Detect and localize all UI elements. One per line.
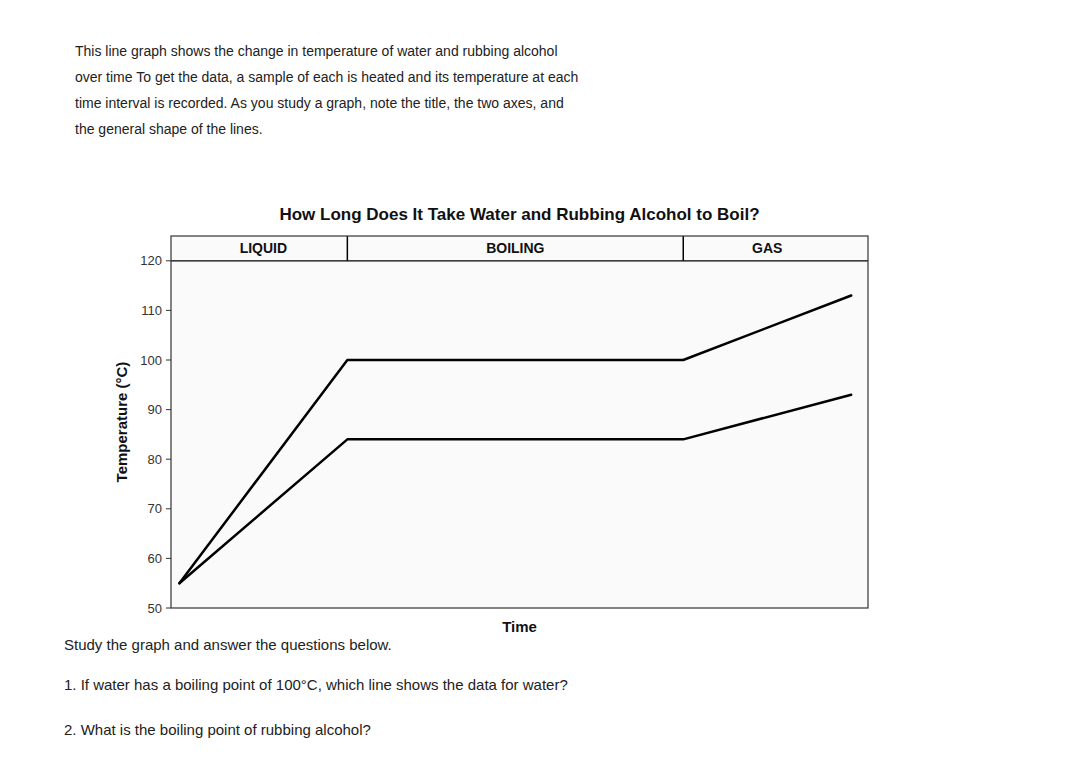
y-tick-label: 120 <box>140 253 162 268</box>
description-line: time interval is recorded. As you study … <box>75 95 564 111</box>
y-tick-label: 70 <box>148 501 162 516</box>
note-line: Study the graph and answer the questions… <box>64 636 392 653</box>
description-line: This line graph shows the change in temp… <box>75 43 558 59</box>
y-tick <box>166 459 171 460</box>
y-tick <box>166 508 171 509</box>
y-tick <box>166 310 171 311</box>
y-tick-label: 100 <box>140 353 162 368</box>
x-axis-label: Time <box>502 618 537 635</box>
series-line <box>179 296 851 584</box>
plot-marks <box>171 236 868 583</box>
description-line: the general shape of the lines. <box>75 121 263 137</box>
y-tick-label: 50 <box>148 601 162 616</box>
y-tick <box>166 558 171 559</box>
note-line: 2. What is the boiling point of rubbing … <box>64 721 371 738</box>
plot-area <box>171 236 868 608</box>
plot-frame <box>171 236 868 608</box>
note-line: 1. If water has a boiling point of 100°C… <box>64 676 568 693</box>
y-tick <box>166 409 171 410</box>
y-tick-label: 110 <box>141 303 162 318</box>
chart-title: How Long Does It Take Water and Rubbing … <box>279 205 759 224</box>
y-tick <box>166 360 171 361</box>
description-line: over time To get the data, a sample of e… <box>75 69 578 85</box>
y-tick <box>166 608 171 609</box>
series-line <box>179 395 851 583</box>
section-divider <box>683 236 685 261</box>
section-divider <box>347 236 349 261</box>
y-tick-label: 80 <box>148 452 162 467</box>
section-label: GAS <box>752 240 782 256</box>
y-tick-label: 60 <box>148 551 162 566</box>
y-axis-label: Temperature (°C) <box>113 362 130 483</box>
y-tick <box>166 260 171 261</box>
section-label: BOILING <box>486 240 544 256</box>
section-separator <box>171 260 868 261</box>
section-label: LIQUID <box>240 240 287 256</box>
chart: This line graph shows the change in temp… <box>0 0 1072 767</box>
y-tick-label: 90 <box>148 402 162 417</box>
